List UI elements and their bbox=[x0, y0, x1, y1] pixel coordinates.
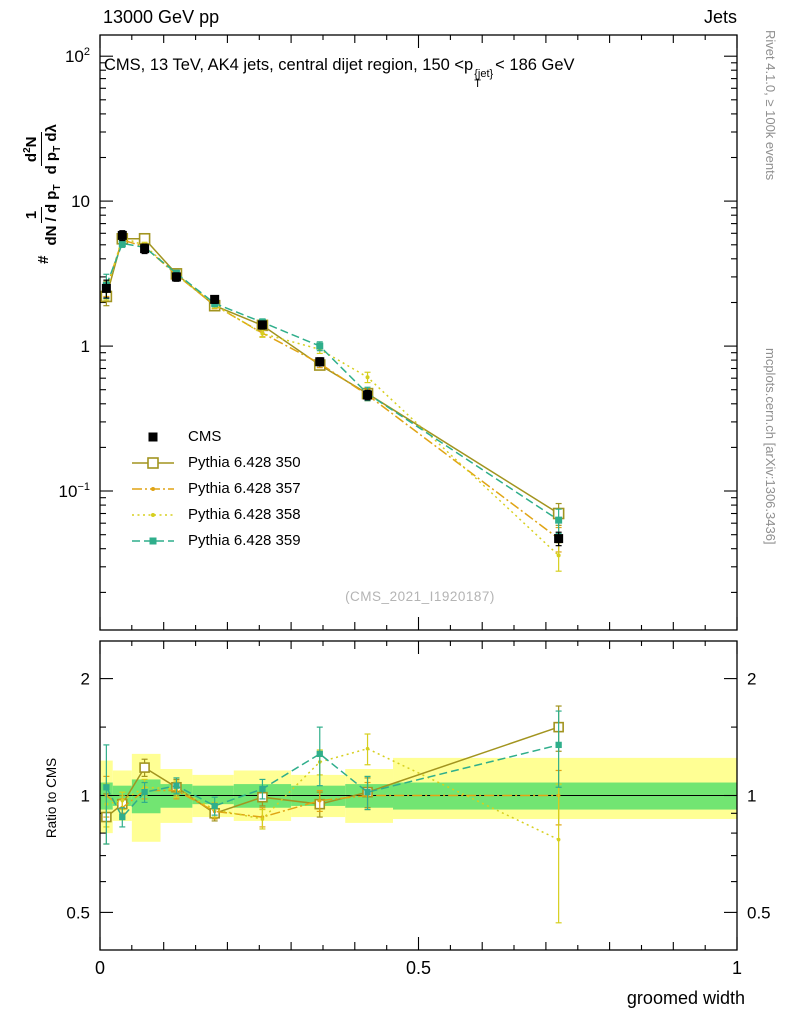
marker-dot bbox=[151, 486, 155, 491]
marker-square-filled bbox=[316, 342, 324, 350]
marker-dot bbox=[260, 331, 265, 336]
plot-title: CMS, 13 TeV, AK4 jets, central dijet reg… bbox=[104, 56, 744, 90]
legend-label: Pythia 6.428 357 bbox=[188, 480, 301, 497]
ylabel-fraction-2: d2N d pT dλ bbox=[22, 124, 64, 174]
marker-square-filled bbox=[257, 320, 267, 330]
marker-square-filled bbox=[141, 789, 148, 796]
pt-jet-sub-sup: {jet} T bbox=[474, 68, 494, 90]
ylabel-frac1-denominator: dN / d pT bbox=[42, 184, 63, 246]
marker-square-filled bbox=[103, 784, 110, 791]
legend-item: CMS bbox=[130, 428, 301, 445]
main-y-tick-label: 10 bbox=[71, 192, 90, 211]
legend-item: Pythia 6.428 358 bbox=[130, 506, 301, 523]
ylabel-fraction-1: 1 dN / d pT bbox=[22, 184, 64, 246]
marker-square-filled bbox=[555, 741, 562, 749]
legend-label: Pythia 6.428 359 bbox=[188, 532, 301, 549]
marker-dot bbox=[120, 798, 125, 803]
marker-dot bbox=[556, 553, 561, 558]
ratio-y-tick-label-right: 1 bbox=[747, 787, 756, 806]
marker-square-filled bbox=[140, 244, 150, 254]
ylabel-hash: # bbox=[34, 255, 52, 264]
x-tick-label: 0.5 bbox=[406, 958, 431, 978]
marker-square-filled bbox=[554, 534, 564, 544]
legend-item: Pythia 6.428 350 bbox=[130, 454, 301, 471]
ratio-y-axis-label-text: Ratio to CMS bbox=[44, 757, 59, 839]
pt-subscript: T bbox=[474, 78, 481, 90]
marker-square-filled bbox=[259, 785, 266, 793]
marker-dot bbox=[556, 837, 561, 842]
marker-square-filled bbox=[173, 782, 180, 789]
main-y-axis-formula: # 1 dN / d pT d2N d pT dλ bbox=[4, 38, 82, 350]
x-tick-label: 1 bbox=[732, 958, 742, 978]
ylabel-frac2-numerator: d2N bbox=[22, 132, 43, 167]
marker-square-filled bbox=[555, 516, 563, 524]
rivet-version-note: Rivet 4.1.0, ≥ 100k events bbox=[763, 30, 778, 181]
x-tick-label: 0 bbox=[95, 958, 105, 978]
marker-dot bbox=[365, 375, 370, 380]
analysis-id-watermark: (CMS_2021_I1920187) bbox=[345, 589, 495, 604]
legend-swatch bbox=[132, 456, 174, 469]
ratio-y-tick-label-left: 2 bbox=[81, 670, 90, 689]
marker-dot bbox=[151, 512, 155, 517]
marker-square-filled bbox=[211, 802, 218, 810]
main-panel-frame bbox=[99, 34, 738, 631]
marker-dot bbox=[317, 798, 322, 803]
legend: CMS Pythia 6.428 350 Pythia 6.428 357 Pythi… bbox=[130, 428, 301, 549]
marker-square-filled bbox=[363, 390, 373, 400]
marker-square-filled bbox=[316, 750, 323, 758]
ratio-y-tick-label-left: 1 bbox=[81, 787, 90, 806]
ylabel-frac2-denominator: d pT dλ bbox=[43, 124, 64, 175]
marker-square-filled bbox=[171, 272, 181, 282]
marker-square-open bbox=[139, 762, 150, 773]
x-axis-label: groomed width bbox=[626, 988, 745, 1008]
legend-swatch bbox=[148, 432, 158, 441]
marker-square-filled bbox=[315, 357, 325, 367]
legend-label: Pythia 6.428 358 bbox=[188, 506, 301, 523]
ratio-y-tick-label-right: 0.5 bbox=[747, 903, 771, 922]
marker-square-filled bbox=[117, 230, 127, 240]
marker-square-filled bbox=[210, 294, 220, 304]
marker-square-filled bbox=[149, 537, 157, 544]
plot-title-part2: < 186 GeV bbox=[495, 56, 575, 74]
marker-square-filled bbox=[119, 813, 126, 821]
main-y-tick-label: 1 bbox=[81, 337, 90, 356]
ratio-y-tick-label-left: 0.5 bbox=[66, 903, 90, 922]
plot-title-part1: CMS, 13 TeV, AK4 jets, central dijet reg… bbox=[104, 56, 465, 74]
legend-label: CMS bbox=[188, 428, 222, 445]
marker-square-open bbox=[147, 456, 159, 469]
legend-swatch bbox=[132, 537, 174, 544]
ratio-panel-frame bbox=[99, 640, 738, 951]
ratio-uncertainty-band-inner bbox=[192, 785, 234, 805]
legend-item: Pythia 6.428 357 bbox=[130, 480, 301, 497]
header-beam-info: 13000 GeV pp bbox=[103, 7, 220, 27]
marker-square-filled bbox=[148, 432, 158, 441]
marker-square-filled bbox=[364, 789, 371, 796]
ratio-y-axis-label: Ratio to CMS bbox=[44, 723, 62, 873]
series-line-ratio bbox=[105, 744, 559, 819]
marker-dot bbox=[365, 746, 370, 751]
marker-square-filled bbox=[101, 283, 111, 293]
pt-symbol: p bbox=[464, 56, 474, 74]
legend-item: Pythia 6.428 359 bbox=[130, 532, 301, 549]
main-y-axis-label: # 1 dN / d pT d2N d pT dλ bbox=[4, 38, 82, 350]
legend-swatch bbox=[132, 486, 174, 491]
mcplots-reference-note: mcplots.cern.ch [arXiv:1306.3436] bbox=[763, 348, 778, 545]
main-y-tick-label: 10−1 bbox=[59, 481, 90, 501]
header-analysis-group: Jets bbox=[703, 7, 737, 27]
marker-dot bbox=[260, 817, 265, 821]
ratio-y-tick-label-right: 2 bbox=[747, 670, 756, 689]
marker-square-filled bbox=[118, 240, 126, 248]
pt-superscript: {jet} bbox=[474, 68, 494, 80]
main-y-tick-label: 102 bbox=[65, 46, 90, 66]
legend-swatch bbox=[132, 512, 174, 517]
legend-label: Pythia 6.428 350 bbox=[188, 454, 301, 471]
ylabel-frac1-numerator: 1 bbox=[22, 206, 42, 224]
